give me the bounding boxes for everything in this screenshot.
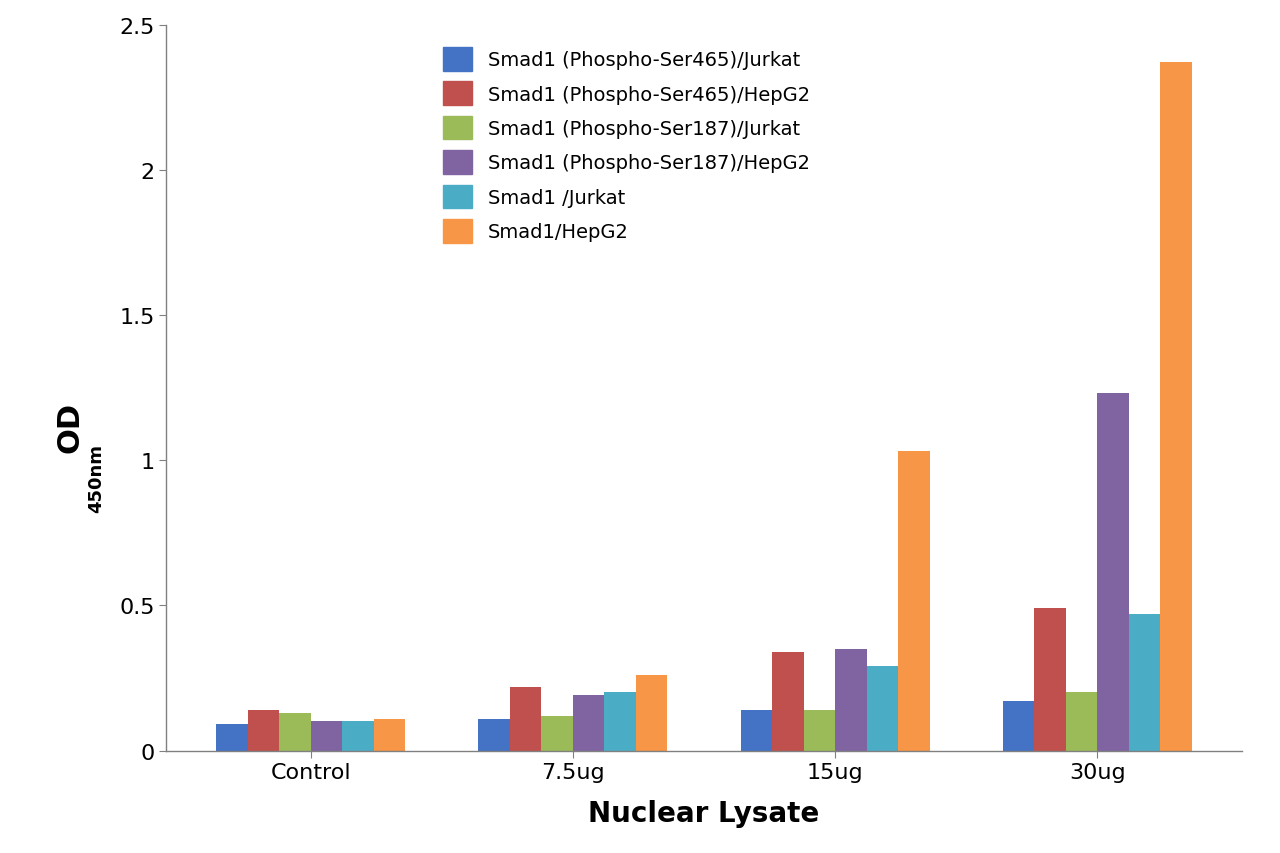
Bar	[835, 649, 867, 751]
Bar	[374, 719, 404, 751]
Bar	[342, 722, 374, 751]
Bar	[509, 687, 541, 751]
Text: 450nm: 450nm	[87, 444, 105, 512]
Bar	[636, 676, 667, 751]
Bar	[1004, 701, 1034, 751]
Bar	[1160, 63, 1192, 751]
Bar	[573, 695, 604, 751]
Bar	[1097, 394, 1129, 751]
Bar	[772, 652, 804, 751]
X-axis label: Nuclear Lysate: Nuclear Lysate	[589, 799, 819, 827]
Bar	[1066, 693, 1097, 751]
Legend: Smad1 (Phospho-Ser465)/Jurkat, Smad1 (Phospho-Ser465)/HepG2, Smad1 (Phospho-Ser1: Smad1 (Phospho-Ser465)/Jurkat, Smad1 (Ph…	[435, 40, 818, 251]
Text: OD: OD	[56, 401, 84, 452]
Bar	[248, 710, 279, 751]
Bar	[899, 452, 929, 751]
Bar	[279, 713, 311, 751]
Bar	[311, 722, 342, 751]
Bar	[604, 693, 636, 751]
Bar	[741, 710, 772, 751]
Bar	[479, 719, 509, 751]
Bar	[1034, 608, 1066, 751]
Bar	[541, 716, 573, 751]
Bar	[216, 724, 248, 751]
Bar	[867, 666, 899, 751]
Bar	[1129, 614, 1160, 751]
Bar	[804, 710, 835, 751]
